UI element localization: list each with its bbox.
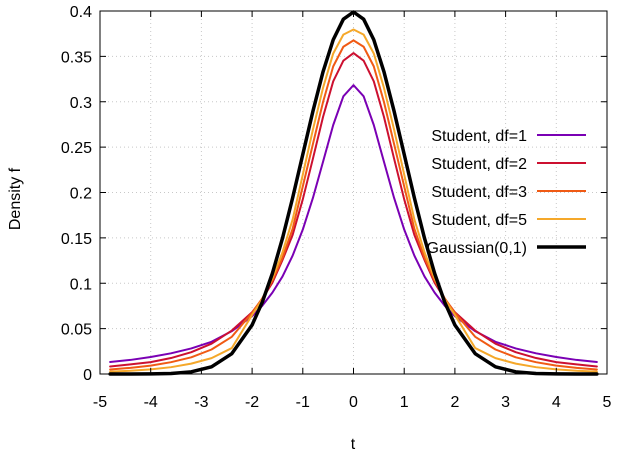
y-tick-label: 0 <box>83 367 92 384</box>
y-tick-label: 0.4 <box>70 4 92 21</box>
series-line-2 <box>109 52 598 368</box>
series-line-4 <box>109 28 598 373</box>
x-tick-label: -5 <box>93 394 107 411</box>
y-tick-labels: 0 0.05 0.1 0.15 0.2 0.25 0.3 0.35 0.4 <box>61 4 92 384</box>
legend-label: Student, df=3 <box>431 184 527 201</box>
grid-lines <box>100 11 607 374</box>
y-tick-label: 0.2 <box>70 186 92 203</box>
x-tick-labels: -5 -4 -3 -2 -1 0 1 2 3 4 5 <box>93 394 612 411</box>
legend-label: Student, df=5 <box>431 212 527 229</box>
x-tick-label: 2 <box>450 394 459 411</box>
x-axis-title: t <box>351 436 356 453</box>
x-tick-label: 1 <box>400 394 409 411</box>
x-tick-label: 0 <box>349 394 358 411</box>
legend-label: Student, df=2 <box>431 156 527 173</box>
series-line-3 <box>109 39 598 371</box>
y-tick-label: 0.3 <box>70 95 92 112</box>
x-tick-label: 5 <box>603 394 612 411</box>
axis-ticks <box>99 10 608 375</box>
y-tick-label: 0.25 <box>61 140 92 157</box>
y-axis-title: Density f <box>7 167 24 230</box>
x-tick-label: -3 <box>194 394 208 411</box>
x-tick-label: 3 <box>501 394 510 411</box>
y-tick-label: 0.1 <box>70 276 92 293</box>
legend-label: Student, df=1 <box>431 128 527 145</box>
x-tick-label: -2 <box>245 394 259 411</box>
y-tick-label: 0.15 <box>61 231 92 248</box>
legend-label: Gaussian(0,1) <box>427 240 528 257</box>
y-tick-label: 0.35 <box>61 49 92 66</box>
x-tick-label: -4 <box>144 394 158 411</box>
x-tick-label: -1 <box>296 394 310 411</box>
x-tick-label: 4 <box>552 394 561 411</box>
legend: Student, df=1 Student, df=2 Student, df=3 S… <box>427 128 586 257</box>
y-tick-label: 0.05 <box>61 322 92 339</box>
